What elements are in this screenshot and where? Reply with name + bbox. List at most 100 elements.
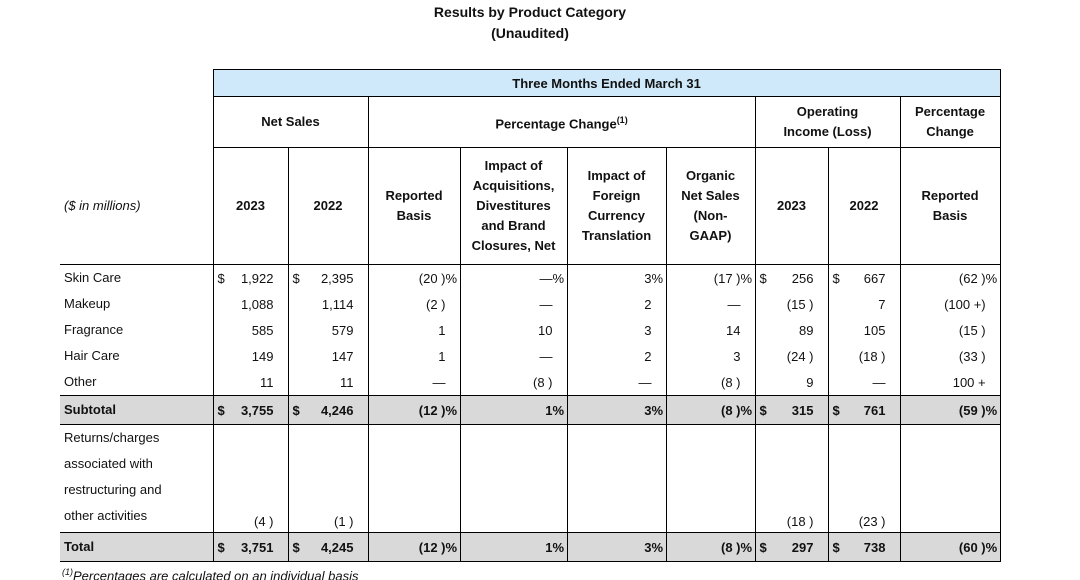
table-cell: 105 (827, 317, 901, 343)
cell-content: 585 (218, 323, 284, 338)
cell-value: (24 ) (786, 348, 814, 364)
percent-suffix: % (552, 539, 565, 555)
table-cell: (8 ) (459, 369, 568, 396)
row-label: Subtotal (60, 395, 213, 425)
table-cell (459, 424, 568, 533)
cell-value: 761 (863, 402, 886, 418)
table-cell: $315 (754, 395, 829, 425)
cell-content: (17 )% (671, 271, 752, 286)
currency-symbol: $ (759, 539, 767, 555)
cell-value: 315 (791, 402, 814, 418)
cell-value: 1 (545, 539, 553, 555)
table-cell: (15 ) (754, 291, 829, 317)
table-cell: $297 (754, 532, 829, 562)
cell-value: (12 ) (418, 539, 446, 555)
group-label: Percentage Change (495, 116, 617, 132)
cell-value: — (872, 374, 886, 390)
cell-value: 11 (260, 374, 274, 390)
cell-value: — (539, 296, 553, 312)
col-header-pct-reported-basis: Reported Basis (899, 147, 1001, 265)
table-cell: —% (459, 264, 568, 291)
percent-suffix: % (445, 270, 458, 286)
cell-value: 9 (806, 374, 814, 390)
span-header-row: Three Months Ended March 31 (60, 69, 1001, 97)
cell-value: 585 (251, 322, 274, 338)
group-label: Operating Income (Loss) (783, 104, 872, 139)
cell-content: 1% (465, 539, 565, 555)
cell-value: 3 (644, 539, 652, 555)
currency-symbol: $ (217, 402, 225, 418)
cell-content: $2,395 (293, 271, 364, 286)
table-cell: 3% (566, 395, 667, 425)
table-cell: (18 ) (754, 424, 829, 533)
cell-value: 2,395 (320, 270, 354, 286)
percent-suffix: % (445, 402, 458, 418)
table-row: Makeup 1,088 1,114 (2 ) — 2 — (15 ) 7 (100 +) (60, 291, 1001, 317)
cell-content: — (833, 375, 896, 390)
col-header-net-sales-2023: 2023 (212, 147, 289, 265)
table-cell: — (566, 369, 667, 396)
currency-symbol: $ (759, 270, 767, 286)
table-cell: 2 (566, 291, 667, 317)
col-header-operating-income-2023: 2023 (754, 147, 829, 265)
table-cell: — (459, 291, 568, 317)
cell-content: (15 ) (905, 323, 996, 338)
table-cell: $667 (827, 264, 901, 291)
col-header-impact-acquisitions: Impact of Acquisitions, Divestitures and… (459, 147, 568, 265)
cell-content: $256 (760, 271, 824, 286)
cell-content: 1 (373, 349, 456, 364)
table-cell: 14 (665, 317, 756, 343)
table-cell (665, 424, 756, 533)
cell-value: — (539, 270, 553, 286)
cell-content: (2 ) (373, 297, 456, 312)
table-cell (566, 424, 667, 533)
table-row: Total $3,751 $4,245 (12 )% 1% 3% (8 )% $297 $738… (60, 532, 1001, 562)
cell-value: 667 (863, 270, 886, 286)
cell-value: (59 ) (958, 402, 986, 418)
cell-value: 10 (538, 322, 553, 338)
cell-content: 3% (572, 402, 664, 418)
cell-value: 7 (878, 296, 886, 312)
table-cell: $2,395 (287, 264, 369, 291)
cell-content: (8 ) (465, 375, 563, 390)
cell-value: 1,088 (240, 296, 274, 312)
table-body: Skin Care $1,922 $2,395 (20 )% —% 3% (17 )% $25… (60, 264, 1001, 562)
col-header-operating-income-2022: 2022 (827, 147, 901, 265)
table-row: Subtotal $3,755 $4,246 (12 )% 1% 3% (8 )% $315 $… (60, 395, 1001, 425)
cell-content: 11 (218, 375, 284, 390)
cell-value: (2 ) (426, 296, 446, 312)
percent-suffix: % (985, 539, 998, 555)
table-cell: (4 ) (212, 424, 289, 533)
cell-content: 10 (465, 323, 563, 338)
cell-value: (33 ) (958, 348, 986, 364)
cell-value: — (727, 296, 741, 312)
currency-symbol: $ (832, 402, 840, 418)
col-header-reported-basis: Reported Basis (367, 147, 461, 265)
table-cell: $761 (827, 395, 901, 425)
cell-value: 1 (438, 348, 446, 364)
cell-content: 11 (293, 375, 364, 390)
table-cell: (12 )% (367, 395, 461, 425)
cell-value: (12 ) (418, 402, 446, 418)
cell-content: $738 (833, 540, 896, 555)
cell-content: — (465, 297, 563, 312)
cell-content: $3,755 (218, 403, 284, 418)
footnote-marker: (1) (616, 114, 628, 125)
table-cell: 1% (459, 395, 568, 425)
table-cell: 3 (665, 343, 756, 369)
table-row: Hair Care 149 147 1 — 2 3 (24 ) (18 ) (33 ) (60, 343, 1001, 369)
table-cell: (20 )% (367, 264, 461, 291)
table-row: Returns/charges associated with restruct… (60, 424, 1001, 533)
cell-value: 4,246 (320, 402, 354, 418)
percent-suffix: % (740, 402, 753, 418)
table-cell: — (459, 343, 568, 369)
cell-content: (62 )% (905, 271, 997, 286)
table-row: Skin Care $1,922 $2,395 (20 )% —% 3% (17 )% $25… (60, 264, 1001, 291)
page-title-line2: (Unaudited) (491, 25, 569, 41)
table-cell: 1,088 (212, 291, 289, 317)
table-cell: (18 ) (827, 343, 901, 369)
percent-suffix: % (651, 402, 664, 418)
table-cell: 1 (367, 317, 461, 343)
cell-content: $297 (760, 540, 824, 555)
table-cell: 149 (212, 343, 289, 369)
